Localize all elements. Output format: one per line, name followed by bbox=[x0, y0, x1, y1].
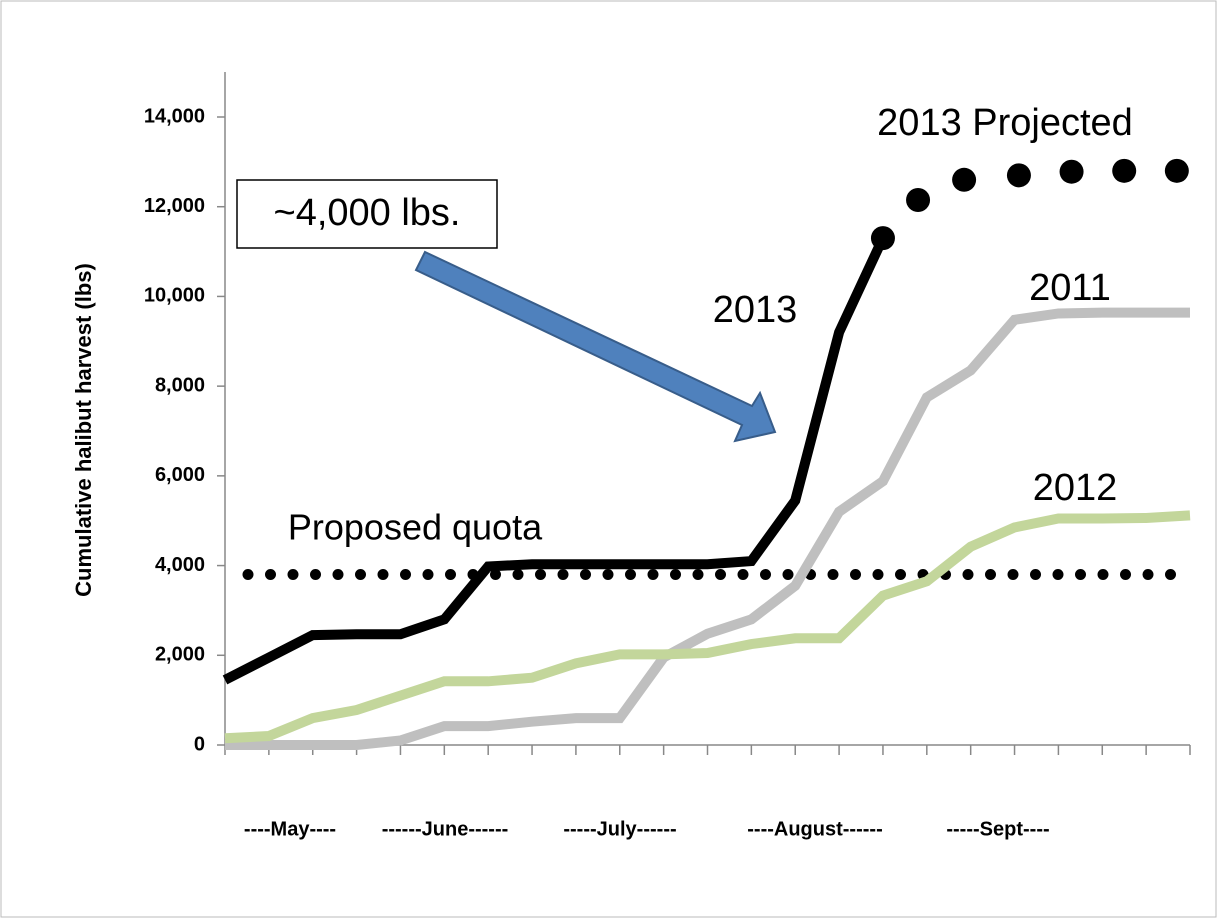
month-label: ----August------ bbox=[747, 818, 882, 840]
y-tick-label: 0 bbox=[194, 733, 205, 755]
y-tick-label: 14,000 bbox=[144, 105, 205, 127]
month-label: -----Sept---- bbox=[946, 818, 1049, 840]
projected-dot bbox=[1059, 159, 1084, 184]
series-label: 2013 bbox=[713, 289, 798, 331]
projected-dot bbox=[870, 226, 895, 251]
month-label: ----May---- bbox=[244, 818, 336, 840]
month-label: ------June------ bbox=[382, 818, 509, 840]
projected-dot bbox=[1164, 158, 1189, 183]
callout: ~4,000 lbs. bbox=[274, 192, 461, 234]
quota-label: Proposed quota bbox=[288, 507, 543, 548]
series-label: 2013 Projected bbox=[877, 102, 1133, 144]
projected-dot bbox=[1006, 163, 1031, 188]
y-tick-label: 6,000 bbox=[155, 464, 205, 486]
y-tick-label: 4,000 bbox=[155, 554, 205, 576]
projected-dot bbox=[1112, 158, 1137, 183]
series-line bbox=[225, 307, 1190, 750]
projected-dot bbox=[906, 187, 931, 212]
series-line bbox=[222, 236, 888, 685]
arrow bbox=[414, 250, 777, 443]
month-label: -----July------ bbox=[563, 818, 676, 840]
y-tick-label: 10,000 bbox=[144, 285, 205, 307]
y-axis-label: Cumulative halibut harvest (lbs) bbox=[71, 263, 96, 597]
projected-dot bbox=[952, 167, 977, 192]
series-line bbox=[224, 510, 1191, 744]
y-tick-label: 12,000 bbox=[144, 195, 205, 217]
y-tick-label: 2,000 bbox=[155, 644, 205, 666]
series-label: 2012 bbox=[1033, 467, 1118, 509]
y-tick-label: 8,000 bbox=[155, 374, 205, 396]
callout-box bbox=[236, 179, 498, 249]
series-label: 2011 bbox=[1029, 267, 1111, 309]
